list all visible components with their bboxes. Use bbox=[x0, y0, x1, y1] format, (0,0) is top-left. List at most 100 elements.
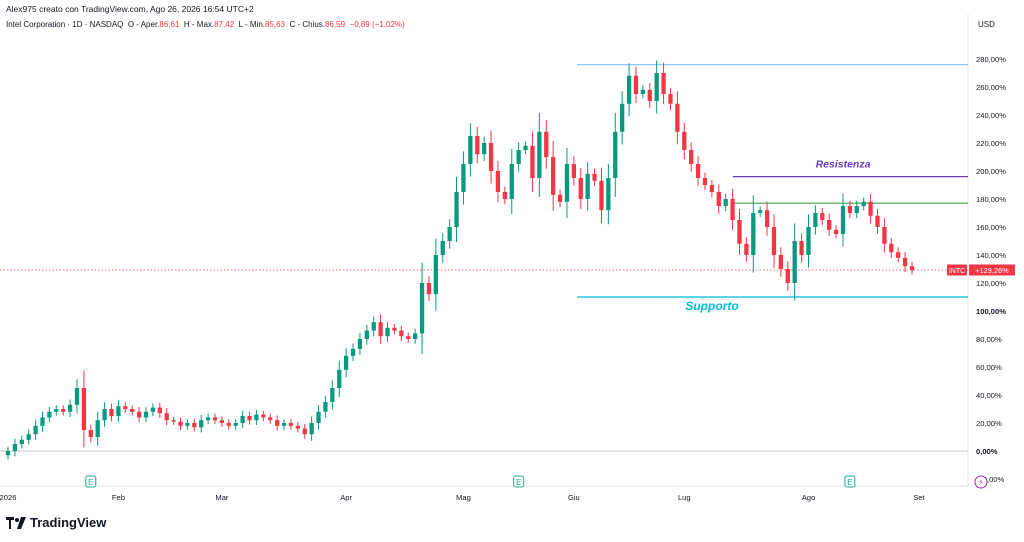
candle[interactable] bbox=[813, 205, 818, 235]
candle[interactable] bbox=[357, 332, 363, 356]
candle[interactable] bbox=[847, 200, 853, 219]
candle[interactable] bbox=[399, 325, 404, 341]
candle[interactable] bbox=[889, 238, 894, 258]
candle[interactable] bbox=[54, 405, 59, 416]
symbol-name[interactable]: Intel Corporation · 1D · NASDAQ bbox=[6, 20, 124, 29]
candle[interactable] bbox=[902, 252, 908, 272]
candle[interactable] bbox=[758, 206, 763, 217]
candle[interactable] bbox=[337, 360, 342, 398]
candle[interactable] bbox=[419, 262, 425, 354]
candle[interactable] bbox=[316, 405, 321, 430]
candle[interactable] bbox=[633, 66, 639, 104]
candle[interactable] bbox=[764, 201, 770, 236]
candle[interactable] bbox=[730, 188, 735, 231]
candle[interactable] bbox=[606, 163, 611, 225]
candle[interactable] bbox=[620, 91, 625, 145]
candle[interactable] bbox=[840, 193, 846, 247]
candle[interactable] bbox=[240, 410, 245, 429]
candle[interactable] bbox=[81, 370, 87, 448]
candle[interactable] bbox=[695, 156, 701, 186]
candle[interactable] bbox=[799, 233, 804, 263]
candle[interactable] bbox=[702, 172, 708, 191]
candle[interactable] bbox=[516, 142, 521, 172]
candle[interactable] bbox=[592, 168, 597, 187]
candle[interactable] bbox=[116, 399, 121, 423]
earnings-marker[interactable]: E bbox=[844, 475, 856, 488]
candle[interactable] bbox=[274, 415, 280, 431]
candle[interactable] bbox=[640, 85, 646, 99]
candle[interactable] bbox=[571, 156, 577, 186]
candle[interactable] bbox=[95, 411, 100, 446]
candle[interactable] bbox=[378, 314, 383, 344]
candle[interactable] bbox=[150, 403, 156, 417]
candle[interactable] bbox=[482, 136, 487, 161]
candle[interactable] bbox=[226, 419, 231, 430]
candle[interactable] bbox=[406, 332, 411, 343]
candle[interactable] bbox=[185, 419, 190, 430]
candle[interactable] bbox=[295, 422, 300, 433]
candle[interactable] bbox=[461, 151, 466, 205]
candle[interactable] bbox=[261, 410, 266, 422]
candle[interactable] bbox=[212, 413, 218, 424]
candle[interactable] bbox=[288, 419, 294, 430]
tradingview-brand[interactable]: TradingView bbox=[6, 515, 106, 530]
candle[interactable] bbox=[281, 419, 287, 430]
candle[interactable] bbox=[833, 225, 839, 239]
candle[interactable] bbox=[433, 238, 438, 311]
candle[interactable] bbox=[302, 423, 307, 439]
candle[interactable] bbox=[668, 87, 673, 111]
candle[interactable] bbox=[330, 380, 335, 410]
candle[interactable] bbox=[647, 83, 652, 108]
candle[interactable] bbox=[495, 160, 501, 203]
candle[interactable] bbox=[350, 343, 356, 362]
candle[interactable] bbox=[171, 416, 176, 425]
candle[interactable] bbox=[778, 247, 784, 277]
candle[interactable] bbox=[675, 91, 680, 145]
candle[interactable] bbox=[67, 399, 73, 418]
dividend-marker[interactable]: ⚡ bbox=[974, 475, 988, 489]
candle[interactable] bbox=[33, 420, 38, 440]
candle[interactable] bbox=[806, 214, 811, 268]
candle[interactable] bbox=[40, 411, 45, 432]
candle[interactable] bbox=[537, 112, 542, 197]
candle[interactable] bbox=[613, 112, 618, 197]
candle[interactable] bbox=[426, 276, 432, 301]
candle[interactable] bbox=[792, 223, 797, 301]
candle[interactable] bbox=[74, 379, 80, 414]
earnings-marker[interactable]: E bbox=[513, 475, 525, 488]
candle[interactable] bbox=[192, 418, 197, 432]
candle[interactable] bbox=[626, 63, 632, 117]
candle[interactable] bbox=[19, 435, 24, 449]
candle[interactable] bbox=[136, 407, 142, 423]
candle[interactable] bbox=[268, 413, 273, 424]
candle[interactable] bbox=[454, 176, 459, 243]
candle[interactable] bbox=[5, 446, 11, 460]
candle[interactable] bbox=[47, 407, 52, 423]
candle[interactable] bbox=[723, 193, 728, 212]
candle[interactable] bbox=[502, 186, 507, 205]
candle[interactable] bbox=[737, 208, 742, 255]
candle[interactable] bbox=[488, 130, 494, 184]
candle[interactable] bbox=[882, 218, 887, 253]
candle[interactable] bbox=[205, 413, 211, 424]
candle[interactable] bbox=[771, 214, 777, 268]
candle[interactable] bbox=[551, 140, 556, 211]
candle[interactable] bbox=[12, 438, 18, 457]
candle[interactable] bbox=[323, 395, 328, 419]
candle[interactable] bbox=[827, 213, 832, 237]
candle[interactable] bbox=[199, 414, 204, 433]
candle[interactable] bbox=[544, 120, 549, 169]
candle[interactable] bbox=[654, 60, 659, 114]
candle[interactable] bbox=[820, 207, 825, 226]
candle[interactable] bbox=[364, 324, 369, 345]
candle[interactable] bbox=[157, 402, 162, 418]
candle[interactable] bbox=[392, 324, 397, 335]
candle[interactable] bbox=[854, 200, 859, 219]
candle[interactable] bbox=[564, 147, 570, 218]
candle[interactable] bbox=[530, 131, 535, 193]
candle[interactable] bbox=[909, 261, 915, 275]
candle[interactable] bbox=[343, 348, 349, 378]
candle[interactable] bbox=[716, 184, 721, 214]
candle[interactable] bbox=[102, 402, 107, 427]
